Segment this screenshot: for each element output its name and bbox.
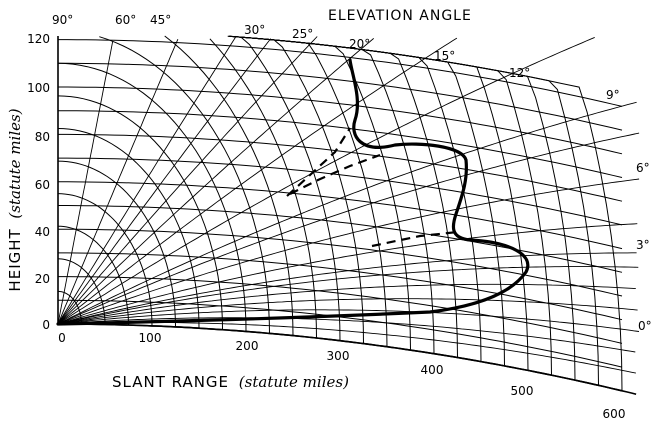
height-grid-line <box>58 62 623 131</box>
elevation-label: 25° <box>292 27 313 41</box>
y-tick-label: 0 <box>42 318 50 332</box>
elevation-ray <box>57 223 638 325</box>
elevation-ray <box>57 298 638 325</box>
y-axis-label-main: HEIGHT <box>6 228 24 291</box>
height-grid-line <box>58 181 623 250</box>
elevation-label: 3° <box>636 238 650 252</box>
elevation-ray <box>57 309 640 332</box>
x-axis-label-unit: (statute miles) <box>239 373 349 391</box>
height-grid-line <box>58 86 623 155</box>
elevation-label: 0° <box>638 319 652 333</box>
range-grid-arc <box>99 36 270 334</box>
x-axis-label-main: SLANT RANGE <box>112 373 229 391</box>
elevation-ray <box>57 132 640 325</box>
range-grid-arc <box>227 35 364 344</box>
y-axis-label-unit: (statute miles) <box>6 108 24 218</box>
coverage-lobe-solid <box>56 58 530 326</box>
elevation-ray <box>57 36 318 325</box>
elevation-ray <box>57 38 272 325</box>
elevation-ray <box>57 41 114 325</box>
x-axis-label: SLANT RANGE (statute miles) <box>112 373 349 391</box>
coverage-lobe-dashed-upper-b <box>289 153 381 195</box>
elevation-label: 90° <box>52 13 73 27</box>
height-grid-line <box>58 110 623 178</box>
y-tick-label: 120 <box>27 32 50 46</box>
height-grid-line <box>58 157 623 226</box>
elevation-ray <box>57 266 639 325</box>
elevation-label: 9° <box>606 88 620 102</box>
y-tick-label: 20 <box>35 272 50 286</box>
height-grid-line <box>58 133 623 202</box>
elevation-ray <box>57 178 640 325</box>
elevation-ray <box>57 36 595 325</box>
elevation-label: 60° <box>115 13 136 27</box>
x-tick-label: 0 <box>58 331 66 345</box>
coverage-lobe-dashed-upper-a <box>286 127 351 197</box>
y-axis-label: HEIGHT (statute miles) <box>6 108 24 291</box>
labels: ELEVATION ANGLE HEIGHT (statute miles) S… <box>6 8 652 421</box>
height-grid-line <box>58 252 623 321</box>
range-grid-arc <box>232 36 341 341</box>
coverage-lobes <box>56 58 530 326</box>
range-height-grid <box>57 35 640 395</box>
range-grid-arc <box>228 35 435 354</box>
elevation-ray <box>58 323 637 395</box>
elevation-ray <box>57 35 237 325</box>
x-tick-label: 300 <box>327 349 350 363</box>
elevation-ray <box>57 101 637 325</box>
elevation-label: 20° <box>349 37 370 51</box>
elevation-ray <box>57 317 636 353</box>
y-tick-label: 80 <box>35 130 50 144</box>
elevation-label: 12° <box>509 66 530 80</box>
x-tick-label: 100 <box>139 331 162 345</box>
range-grid-arc <box>228 35 505 366</box>
elevation-label: 15° <box>434 49 455 63</box>
elevation-ray <box>57 252 637 325</box>
coverage-lobe-dashed-lower <box>371 230 459 248</box>
height-grid-line <box>58 205 623 273</box>
elevation-ray <box>57 283 636 325</box>
elevation-ray <box>57 39 179 325</box>
elevation-ray <box>57 37 458 325</box>
range-grid-arc <box>232 36 623 391</box>
elevation-ray <box>57 38 374 325</box>
x-tick-label: 500 <box>511 384 534 398</box>
range-grid-arc <box>164 35 294 336</box>
elevation-label: 30° <box>244 23 265 37</box>
elevation-label: 45° <box>150 13 171 27</box>
x-tick-label: 200 <box>236 339 259 353</box>
height-grid-line <box>58 228 623 297</box>
diagram-title: ELEVATION ANGLE <box>328 8 472 24</box>
y-tick-label: 60 <box>35 178 50 192</box>
x-tick-label: 600 <box>603 407 626 421</box>
elevation-label: 6° <box>636 161 650 175</box>
height-grid-line <box>58 39 623 107</box>
elevation-ray <box>57 321 636 374</box>
y-tick-label: 100 <box>27 81 50 95</box>
x-tick-label: 400 <box>421 363 444 377</box>
y-tick-label: 40 <box>35 225 50 239</box>
